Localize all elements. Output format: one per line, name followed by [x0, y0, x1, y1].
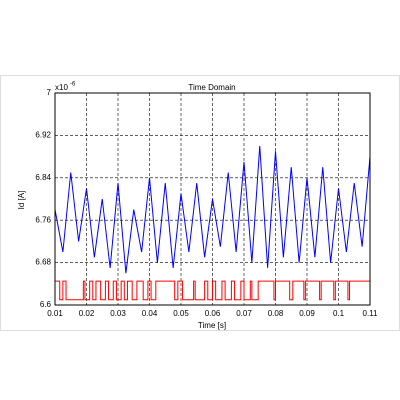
y-tick-label: 7	[47, 88, 52, 97]
y-tick-label: 6.76	[35, 215, 51, 224]
x-tick-label: 0.05	[173, 309, 189, 318]
y-exponent: -6	[70, 82, 76, 88]
y-tick-label: 6.68	[35, 258, 51, 267]
signal-line	[55, 280, 370, 301]
x-tick-label: 0.03	[110, 309, 126, 318]
x-tick-label: 0.08	[268, 309, 284, 318]
x-tick-label: 0.1	[333, 309, 345, 318]
y-multiplier: x10	[55, 83, 68, 92]
chart-title: Time Domain	[188, 83, 235, 92]
x-tick-label: 0.04	[142, 309, 158, 318]
y-axis-label: Id [A]	[17, 191, 26, 210]
y-tick-label: 6.92	[35, 131, 51, 140]
y-tick-label: 6.84	[35, 173, 51, 182]
plot-frame	[54, 92, 371, 306]
x-tick-label: 0.07	[236, 309, 252, 318]
x-tick-label: 0.06	[205, 309, 221, 318]
x-tick-label: 0.11	[363, 309, 379, 318]
panel	[0, 75, 400, 331]
y-tick-label: 6.6	[40, 300, 52, 309]
x-tick-label: 0.09	[299, 309, 315, 318]
x-axis-label: Time [s]	[198, 321, 226, 330]
x-tick-label: 0.02	[79, 309, 95, 318]
x-tick-label: 0.01	[47, 309, 63, 318]
signal-line	[54, 145, 371, 274]
